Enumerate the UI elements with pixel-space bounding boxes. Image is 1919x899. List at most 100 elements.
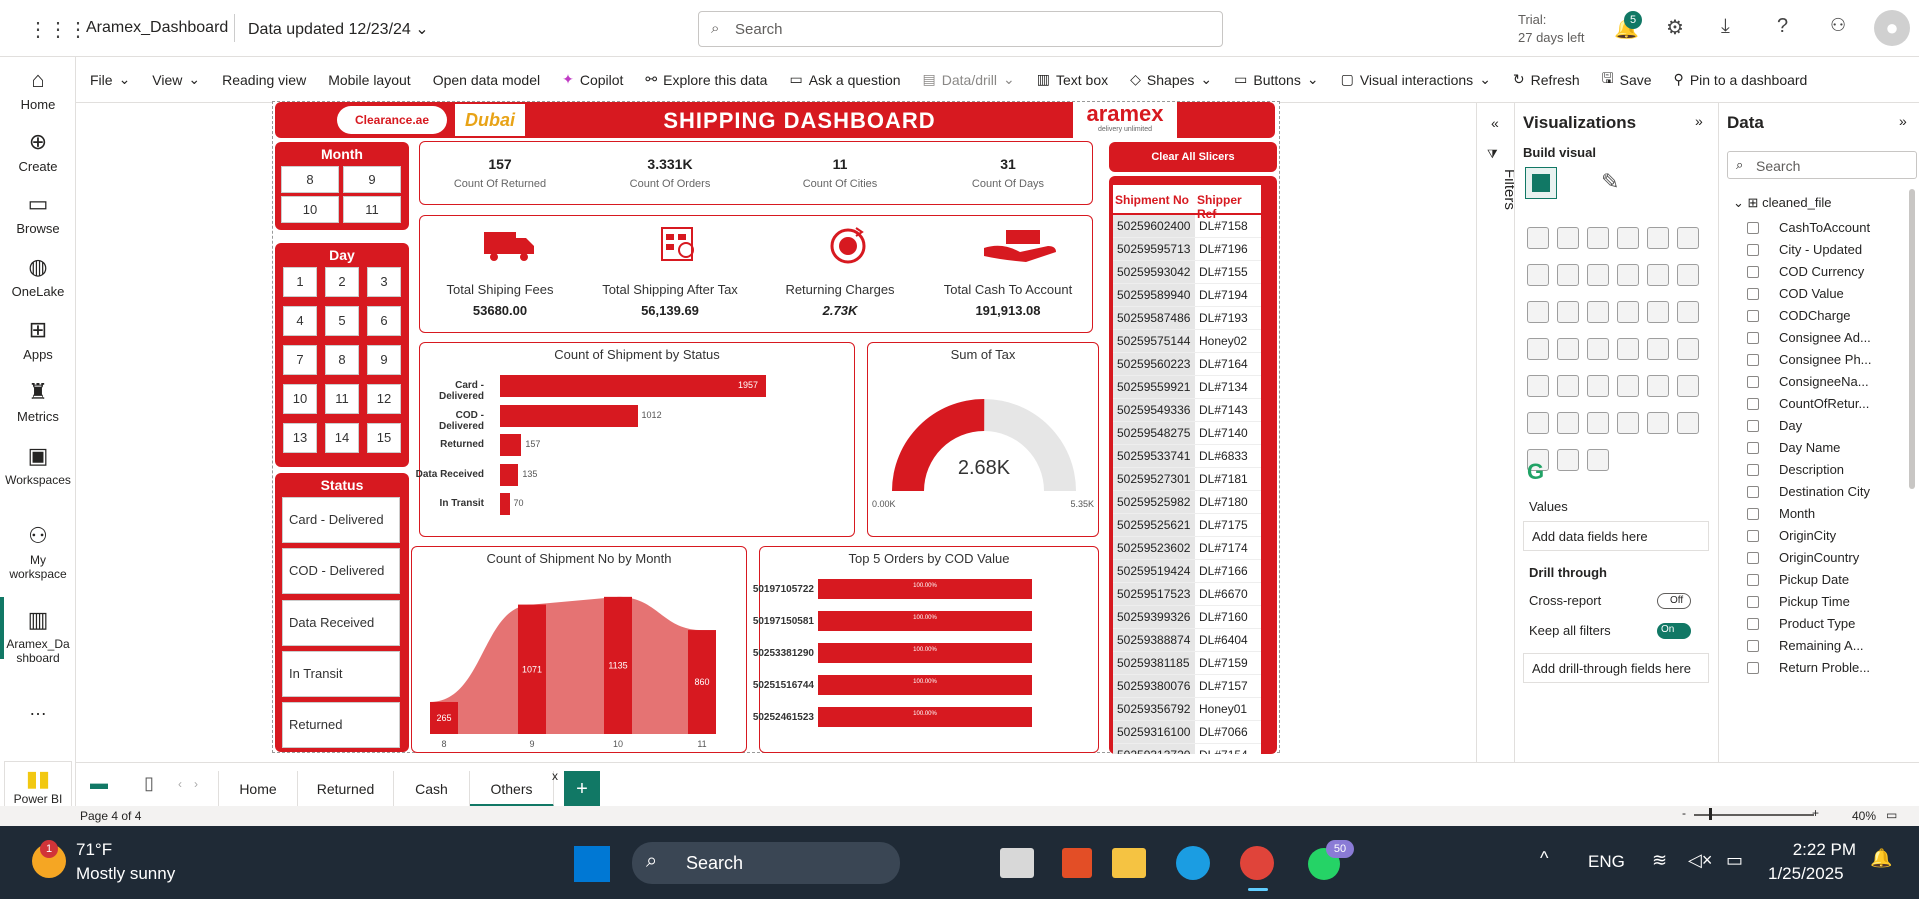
data-field[interactable]: Month <box>1747 503 1815 525</box>
tab-cash[interactable]: Cash <box>394 771 470 807</box>
search-input[interactable]: ⌕ Search <box>698 11 1223 47</box>
visual-type-icon[interactable] <box>1647 412 1669 434</box>
keep-filters-toggle[interactable]: On <box>1657 623 1691 639</box>
data-field[interactable]: OriginCountry <box>1747 547 1859 569</box>
field-checkbox[interactable] <box>1747 376 1759 388</box>
report-title[interactable]: Aramex_Dashboard <box>86 19 229 36</box>
visual-type-icon[interactable] <box>1527 449 1549 471</box>
data-field[interactable]: City - Updated <box>1747 239 1862 261</box>
wifi-icon[interactable]: ≋ <box>1652 850 1668 870</box>
nav-aramex-dashboard[interactable]: ▥ Aramex_Dashboard <box>0 607 76 665</box>
collapse-icon[interactable]: « <box>1491 115 1499 131</box>
taskbar-search[interactable]: ⌕ Search <box>632 842 900 884</box>
pin-dashboard-button[interactable]: ⚲ Pin to a dashboard <box>1674 71 1808 88</box>
tab-returned[interactable]: Returned <box>298 771 394 807</box>
clear-slicers-button[interactable]: Clear All Slicers <box>1109 142 1277 172</box>
data-updated-dropdown[interactable]: Data updated 12/23/24 ⌄ <box>248 19 429 39</box>
visual-type-icon[interactable] <box>1527 227 1549 249</box>
field-checkbox[interactable] <box>1747 596 1759 608</box>
table-row[interactable]: 50259549336 DL#7143 <box>1113 399 1261 422</box>
fit-page-icon[interactable]: ▭ <box>1886 808 1898 822</box>
field-checkbox[interactable] <box>1747 420 1759 432</box>
ask-question-button[interactable]: ▭ Ask a question <box>789 71 900 88</box>
more-icon[interactable]: … <box>29 699 47 719</box>
refresh-button[interactable]: ↻ Refresh <box>1513 71 1580 88</box>
visual-type-icon[interactable] <box>1617 301 1639 323</box>
table-row[interactable]: 50259316100 DL#7066 <box>1113 721 1261 744</box>
language-indicator[interactable]: ENG <box>1588 852 1625 871</box>
prev-page-icon[interactable]: ‹ <box>178 777 182 791</box>
visual-type-icon[interactable] <box>1677 264 1699 286</box>
field-checkbox[interactable] <box>1747 530 1759 542</box>
table-row[interactable]: 50259525621 DL#7175 <box>1113 514 1261 537</box>
visual-type-icon[interactable] <box>1587 375 1609 397</box>
visual-type-icon[interactable] <box>1527 412 1549 434</box>
format-visual-icon[interactable]: ✎ <box>1601 169 1620 194</box>
day-option[interactable]: 15 <box>367 423 401 453</box>
area-column[interactable] <box>518 604 546 734</box>
drill-drop-zone[interactable]: Add drill-through fields here <box>1523 653 1709 683</box>
visual-type-icon[interactable] <box>1587 264 1609 286</box>
data-field[interactable]: CODCharge <box>1747 305 1851 327</box>
data-field[interactable]: Pickup Time <box>1747 591 1850 613</box>
explore-data-button[interactable]: ⚯ Explore this data <box>645 71 767 88</box>
visual-type-icon[interactable] <box>1557 449 1579 471</box>
expand-icon[interactable]: » <box>1899 113 1907 129</box>
chrome-icon[interactable] <box>1240 846 1274 880</box>
table-row[interactable]: 50259399326 DL#7160 <box>1113 606 1261 629</box>
field-checkbox[interactable] <box>1747 354 1759 366</box>
shapes-menu[interactable]: ◇ Shapes ⌄ <box>1130 71 1212 88</box>
field-checkbox[interactable] <box>1747 442 1759 454</box>
visual-type-icon[interactable] <box>1677 412 1699 434</box>
table-row[interactable]: 50259519424 DL#7166 <box>1113 560 1261 583</box>
visual-type-icon[interactable] <box>1587 338 1609 360</box>
bar[interactable] <box>500 434 522 456</box>
share-icon[interactable]: ⚇ <box>1830 15 1847 35</box>
day-option[interactable]: 11 <box>325 384 359 414</box>
chevron-up-icon[interactable]: ^ <box>1540 848 1549 868</box>
open-data-model-button[interactable]: Open data model <box>433 72 540 88</box>
visual-type-icon[interactable] <box>1557 375 1579 397</box>
gear-icon[interactable]: ⚙ <box>1666 17 1684 39</box>
buttons-menu[interactable]: ▭ Buttons ⌄ <box>1234 71 1318 88</box>
visual-type-icon[interactable] <box>1647 375 1669 397</box>
table-row[interactable]: 50259356792 Honey01 <box>1113 698 1261 721</box>
close-icon[interactable]: x <box>552 769 558 783</box>
field-checkbox[interactable] <box>1747 662 1759 674</box>
mobile-layout-icon[interactable]: ▯ <box>144 773 154 793</box>
build-visual-tab[interactable] <box>1525 167 1557 199</box>
table-row[interactable]: 50259587486 DL#7193 <box>1113 307 1261 330</box>
field-checkbox[interactable] <box>1747 640 1759 652</box>
table-row[interactable]: 50259533741 DL#6833 <box>1113 445 1261 468</box>
shipments-table[interactable]: Shipment No Shipper Ref 50259602400 DL#71… <box>1113 185 1261 754</box>
bar[interactable] <box>500 375 766 397</box>
table-row[interactable]: 50259525982 DL#7180 <box>1113 491 1261 514</box>
zoom-slider[interactable] <box>1694 814 1814 816</box>
visual-type-icon[interactable] <box>1557 301 1579 323</box>
nav-workspaces[interactable]: ▣ Workspaces <box>0 443 76 487</box>
visual-type-icon[interactable] <box>1677 227 1699 249</box>
field-checkbox[interactable] <box>1747 552 1759 564</box>
tab-others[interactable]: Others <box>470 771 554 807</box>
next-page-icon[interactable]: › <box>194 777 198 791</box>
bar[interactable] <box>818 707 1032 727</box>
table-header-cell[interactable]: Shipper Ref <box>1197 193 1242 221</box>
data-field[interactable]: CashToAccount <box>1747 217 1870 239</box>
field-checkbox[interactable] <box>1747 310 1759 322</box>
area-column[interactable] <box>430 701 458 734</box>
data-field[interactable]: Day <box>1747 415 1802 437</box>
field-checkbox[interactable] <box>1747 574 1759 586</box>
table-row[interactable]: 50259575144 Honey02 <box>1113 330 1261 353</box>
day-option[interactable]: 5 <box>325 306 359 336</box>
table-row[interactable]: 50259381185 DL#7159 <box>1113 652 1261 675</box>
field-checkbox[interactable] <box>1747 222 1759 234</box>
visual-type-icon[interactable] <box>1587 301 1609 323</box>
nav-onelake[interactable]: ◍ OneLake <box>0 254 76 299</box>
month-option[interactable]: 10 <box>281 196 339 223</box>
notification-bell-icon[interactable]: 🔔 <box>1870 848 1893 868</box>
data-field[interactable]: Return Proble... <box>1747 657 1870 679</box>
bar[interactable] <box>500 463 519 486</box>
field-checkbox[interactable] <box>1747 464 1759 476</box>
filters-pane[interactable]: « ⧩ Filters <box>1476 103 1518 762</box>
nav-my-workspace[interactable]: ⚇ My workspace <box>0 523 76 581</box>
